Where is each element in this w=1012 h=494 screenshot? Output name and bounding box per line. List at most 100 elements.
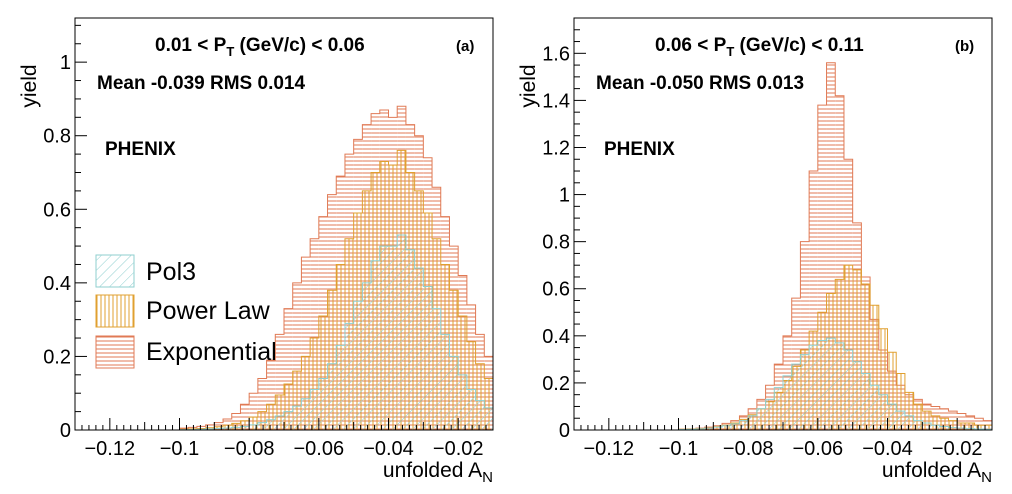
histogram-bin bbox=[458, 374, 467, 430]
histogram-bin bbox=[765, 399, 775, 430]
histogram-bin bbox=[965, 428, 975, 430]
legend-swatch-power-law bbox=[95, 294, 135, 328]
histogram-bin bbox=[318, 378, 328, 430]
histogram-bin bbox=[695, 428, 705, 430]
legend-entry-pol3: Pol3 bbox=[95, 254, 196, 288]
histogram-bin bbox=[362, 282, 372, 430]
histogram-bin bbox=[826, 62, 836, 430]
histogram-bin bbox=[414, 268, 424, 430]
histogram-bin bbox=[397, 235, 406, 430]
histogram-bin bbox=[852, 361, 862, 430]
experiment-label-a: PHENIX bbox=[105, 139, 176, 160]
experiment-label-b: PHENIX bbox=[604, 139, 675, 160]
histogram-bin bbox=[904, 392, 914, 430]
histogram-bin bbox=[371, 260, 380, 430]
histogram-bin bbox=[974, 425, 984, 430]
histogram-bin bbox=[791, 364, 801, 430]
legend-label-exponential: Exponential bbox=[146, 338, 277, 366]
histogram-bin bbox=[449, 356, 459, 430]
legend-label-pol3: Pol3 bbox=[146, 258, 196, 286]
histogram-bin bbox=[249, 393, 258, 430]
histogram-bin bbox=[292, 371, 302, 430]
histogram-bin bbox=[722, 425, 731, 430]
series-pol3 bbox=[179, 234, 494, 431]
pt-range-a: 0.01 < PT (GeV/c) < 0.06 bbox=[155, 35, 365, 59]
histogram-bin bbox=[861, 373, 871, 430]
histogram-outline bbox=[179, 234, 494, 431]
ticks-a: −0.12 −0.1 −0.08 −0.06 −0.04 −0.02 0 0.2 0.4 0.6 0… bbox=[43, 24, 494, 460]
histogram-bin bbox=[257, 411, 267, 430]
histogram-bin bbox=[957, 413, 966, 430]
histogram-bin bbox=[266, 419, 276, 430]
histogram-bin bbox=[231, 423, 241, 430]
histogram-bin bbox=[983, 425, 992, 430]
histogram-bin bbox=[423, 286, 433, 430]
y-tick-label: 0.4 bbox=[542, 326, 570, 348]
series-pol3 bbox=[678, 337, 993, 431]
histogram-bin bbox=[388, 246, 398, 430]
histogram-bin bbox=[475, 363, 485, 430]
histogram-bin bbox=[704, 428, 714, 430]
legend-entry-exponential: Exponential bbox=[95, 335, 277, 369]
stats-b: Mean -0.050 RMS 0.013 bbox=[596, 73, 804, 94]
histogram-bin bbox=[913, 420, 923, 430]
histogram-bin bbox=[809, 345, 818, 430]
histogram-outline bbox=[678, 337, 993, 431]
x-tick-label: −0.08 bbox=[224, 438, 275, 460]
x-tick-label: −0.02 bbox=[433, 438, 484, 460]
panel-label-b: (b) bbox=[955, 38, 974, 55]
histogram-bin bbox=[231, 413, 241, 430]
ticks-b: −0.12 −0.1 −0.08 −0.06 −0.04 −0.02 0 0.2 0.4 0.6 0… bbox=[542, 17, 993, 460]
histogram-bin bbox=[904, 415, 914, 430]
histogram-bin bbox=[748, 415, 757, 430]
x-tick-label: −0.06 bbox=[293, 438, 344, 460]
histogram-bin bbox=[223, 418, 232, 430]
histogram-bin bbox=[318, 315, 328, 430]
histogram-bin bbox=[353, 301, 363, 430]
histogram-bin bbox=[887, 404, 897, 430]
histogram-bin bbox=[275, 416, 284, 430]
histogram-bin bbox=[913, 404, 923, 430]
histogram-bin bbox=[948, 420, 958, 430]
x-tick-label: −0.1 bbox=[659, 438, 698, 460]
y-tick-label: 0.2 bbox=[43, 346, 71, 368]
histogram-bin bbox=[896, 411, 905, 430]
histogram-bin bbox=[826, 338, 836, 430]
y-tick-label: 1.6 bbox=[542, 43, 570, 65]
panel-b: −0.12 −0.1 −0.08 −0.06 −0.04 −0.02 0 0.2 0.4 0.6 0… bbox=[517, 17, 993, 486]
histogram-bin bbox=[484, 407, 493, 430]
histogram-bin bbox=[957, 428, 966, 430]
histogram-bin bbox=[870, 305, 879, 430]
y-tick-label: 0 bbox=[60, 420, 71, 442]
histogram-bin bbox=[484, 378, 493, 430]
x-tick-label: −0.1 bbox=[160, 438, 199, 460]
histogram-outline bbox=[179, 149, 494, 430]
histogram-bin bbox=[205, 428, 215, 430]
x-tick-label: −0.04 bbox=[862, 438, 913, 460]
histogram-bin bbox=[379, 246, 389, 430]
y-axis-title-b: yield bbox=[517, 64, 540, 107]
histogram-bin bbox=[310, 389, 319, 430]
histogram-bin bbox=[466, 341, 476, 430]
panel-a: −0.12 −0.1 −0.08 −0.06 −0.04 −0.02 0 0.2 0.4 0.6 0… bbox=[18, 17, 494, 486]
y-tick-label: 1 bbox=[60, 52, 71, 74]
histogram-bin bbox=[809, 171, 818, 430]
histogram-bin bbox=[878, 394, 888, 430]
y-tick-label: 0.2 bbox=[542, 373, 570, 395]
histogram-bin bbox=[405, 249, 415, 430]
histogram-bin bbox=[440, 334, 450, 430]
histogram-bin bbox=[310, 338, 319, 430]
y-tick-label: 0.8 bbox=[542, 232, 570, 254]
y-tick-label: 1 bbox=[559, 185, 570, 207]
legend-label-power-law: Power Law bbox=[146, 297, 271, 325]
histogram-bin bbox=[931, 415, 940, 430]
histogram-bin bbox=[887, 352, 897, 430]
histogram-bin bbox=[292, 406, 302, 430]
histogram-bin bbox=[948, 427, 958, 430]
histogram-bin bbox=[852, 269, 862, 430]
panel-label-a: (a) bbox=[456, 38, 474, 55]
x-tick-label: −0.04 bbox=[363, 438, 414, 460]
pt-range-b: 0.06 < PT (GeV/c) < 0.11 bbox=[655, 35, 864, 59]
histogram-bin bbox=[257, 422, 267, 430]
